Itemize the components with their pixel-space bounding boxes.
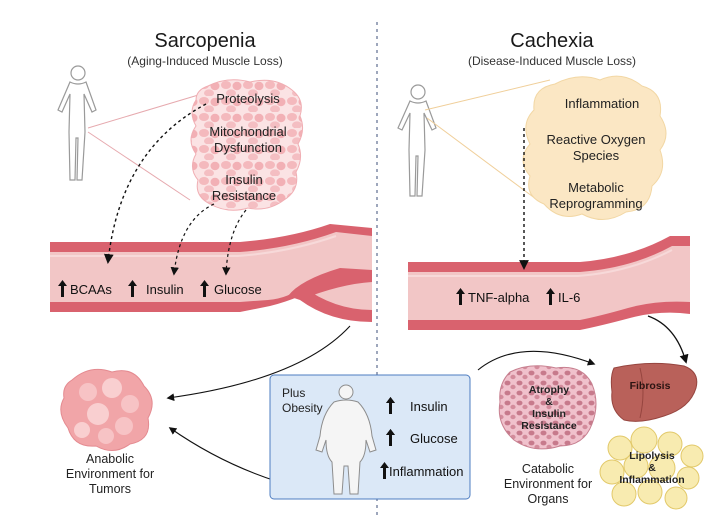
sarcopenia-title: Sarcopenia — [154, 30, 256, 52]
insulin-arrow — [170, 203, 215, 276]
human-silhouette-icon — [57, 65, 97, 181]
zoom-line-top — [87, 92, 206, 129]
organ-fat-label: Lipolysis & Inflammation — [619, 450, 685, 486]
tumor-icon — [60, 368, 153, 451]
muscle-fiber-icon — [498, 365, 597, 450]
to-tumor-arrow-1 — [166, 325, 351, 401]
factor-proteolysis: Proteolysis — [216, 91, 280, 106]
up-arrow-icon — [546, 288, 555, 305]
organ-muscle-label: Atrophy & Insulin Resistance — [521, 384, 577, 432]
up-arrow-icon — [386, 397, 407, 414]
to-organs-arrow — [477, 350, 596, 371]
cachexia-cloud — [522, 75, 667, 220]
up-arrow-icon — [200, 280, 209, 297]
catabolic-outcome-label: Catabolic Environment for Organs — [503, 462, 593, 506]
factor-mitochondrial-dysfunction: Mitochondrial Dysfunction — [209, 124, 287, 155]
factor-insulin-resistance: Insulin Resistance — [211, 172, 277, 203]
marker-tnf-alpha: TNF-alpha — [456, 288, 529, 305]
zoom-line-top — [424, 79, 551, 111]
obese-human-icon — [315, 384, 377, 495]
cachexia-subtitle: (Disease-Induced Muscle Loss) — [467, 54, 637, 68]
obesity-marker-glucose: Glucose — [386, 429, 458, 446]
obesity-marker-inflammation: Inflammation — [380, 462, 463, 479]
marker-insulin: Insulin — [128, 280, 184, 297]
factor-inflammation: Inflammation — [564, 96, 640, 111]
up-arrow-icon — [128, 280, 137, 297]
up-arrow-icon — [380, 462, 389, 479]
zoom-line-bottom — [426, 117, 541, 203]
obesity-marker-insulin: Insulin — [386, 397, 448, 414]
up-arrow-icon — [456, 288, 465, 305]
to-liver-arrow — [647, 315, 689, 364]
plus-obesity-label: Plus Obesity — [282, 386, 323, 415]
marker-il-6: IL-6 — [546, 288, 580, 305]
cachexia-title: Cachexia — [510, 30, 594, 52]
organ-liver-label: Fibrosis — [629, 380, 671, 392]
anabolic-outcome-label: Anabolic Environment for Tumors — [65, 452, 155, 496]
factor-reactive-oxygen-species: Reactive Oxygen Species — [546, 132, 646, 163]
sarcopenia-subtitle: (Aging-Induced Muscle Loss) — [127, 54, 283, 68]
fat-cells-icon — [599, 426, 704, 510]
liver-icon — [610, 362, 698, 422]
up-arrow-icon — [58, 280, 67, 297]
marker-bcaas: BCAAs — [58, 280, 112, 297]
human-silhouette-icon — [397, 84, 437, 197]
factor-metabolic-reprogramming: Metabolic Reprogramming — [549, 180, 643, 211]
muscle-fiber-icon — [190, 79, 304, 211]
marker-glucose: Glucose — [200, 280, 262, 297]
glucose-arrow — [222, 209, 247, 276]
up-arrow-icon — [386, 429, 407, 446]
proteolysis-arrow — [103, 103, 207, 264]
